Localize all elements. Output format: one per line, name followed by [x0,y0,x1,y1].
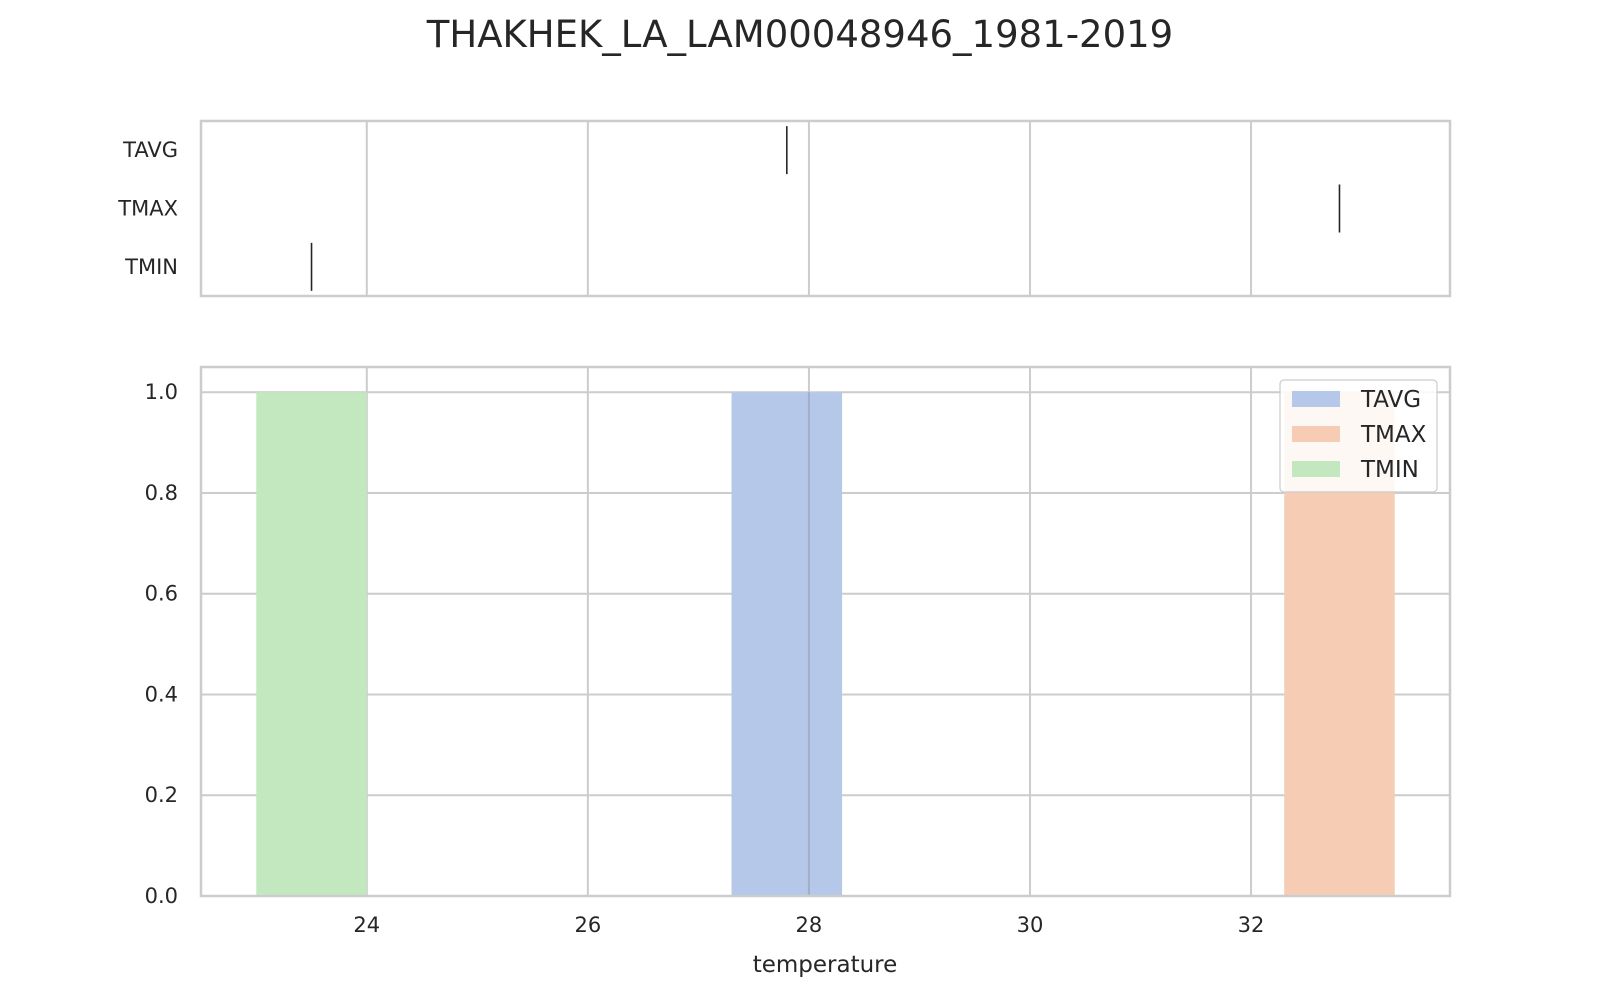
legend-swatch-tavg [1292,391,1340,407]
top-panel-mean-markers [310,126,1341,291]
top-label-tavg: TAVG [122,138,178,162]
legend: TAVG TMAX TMIN [1279,379,1438,493]
x-tick-label-30: 30 [1017,913,1044,937]
bar-tmin [256,392,367,896]
top-panel-series-labels: TAVG TMAX TMIN [117,138,178,279]
x-tick-labels: 24 26 28 30 32 [353,913,1264,937]
y-tick-label-0.2: 0.2 [145,783,178,807]
y-tick-labels: 0.0 0.2 0.4 0.6 0.8 1.0 [145,380,178,908]
histogram-panel: 24 26 28 30 32 0.0 0.2 0.4 0.6 0.8 1.0 temperatur… [145,365,1452,978]
y-tick-label-1.0: 1.0 [145,380,178,404]
legend-swatch-tmax [1292,426,1340,442]
legend-label-tavg: TAVG [1360,387,1421,413]
top-label-tmin: TMIN [124,255,178,279]
y-tick-label-0.6: 0.6 [145,582,178,606]
y-tick-label-0.0: 0.0 [145,884,178,908]
y-tick-label-0.8: 0.8 [145,481,178,505]
top-panel: TAVG TMAX TMIN [117,119,1452,298]
chart-title: THAKHEK_LA_LAM00048946_1981-2019 [426,13,1173,56]
legend-label-tmax: TMAX [1360,422,1427,448]
y-tick-label-0.4: 0.4 [145,682,178,706]
top-panel-gridlines [365,121,1253,296]
legend-label-tmin: TMIN [1360,457,1419,483]
x-tick-label-28: 28 [796,913,823,937]
x-tick-label-24: 24 [353,913,380,937]
top-panel-background [201,121,1450,296]
top-panel-frame [199,119,1452,298]
legend-swatch-tmin [1292,461,1340,477]
top-label-tmax: TMAX [117,197,178,221]
histogram-panel-frame [199,365,1452,898]
x-axis-label: temperature [753,952,898,978]
x-tick-label-26: 26 [574,913,601,937]
x-tick-label-32: 32 [1238,913,1265,937]
bar-tavg [731,392,843,896]
